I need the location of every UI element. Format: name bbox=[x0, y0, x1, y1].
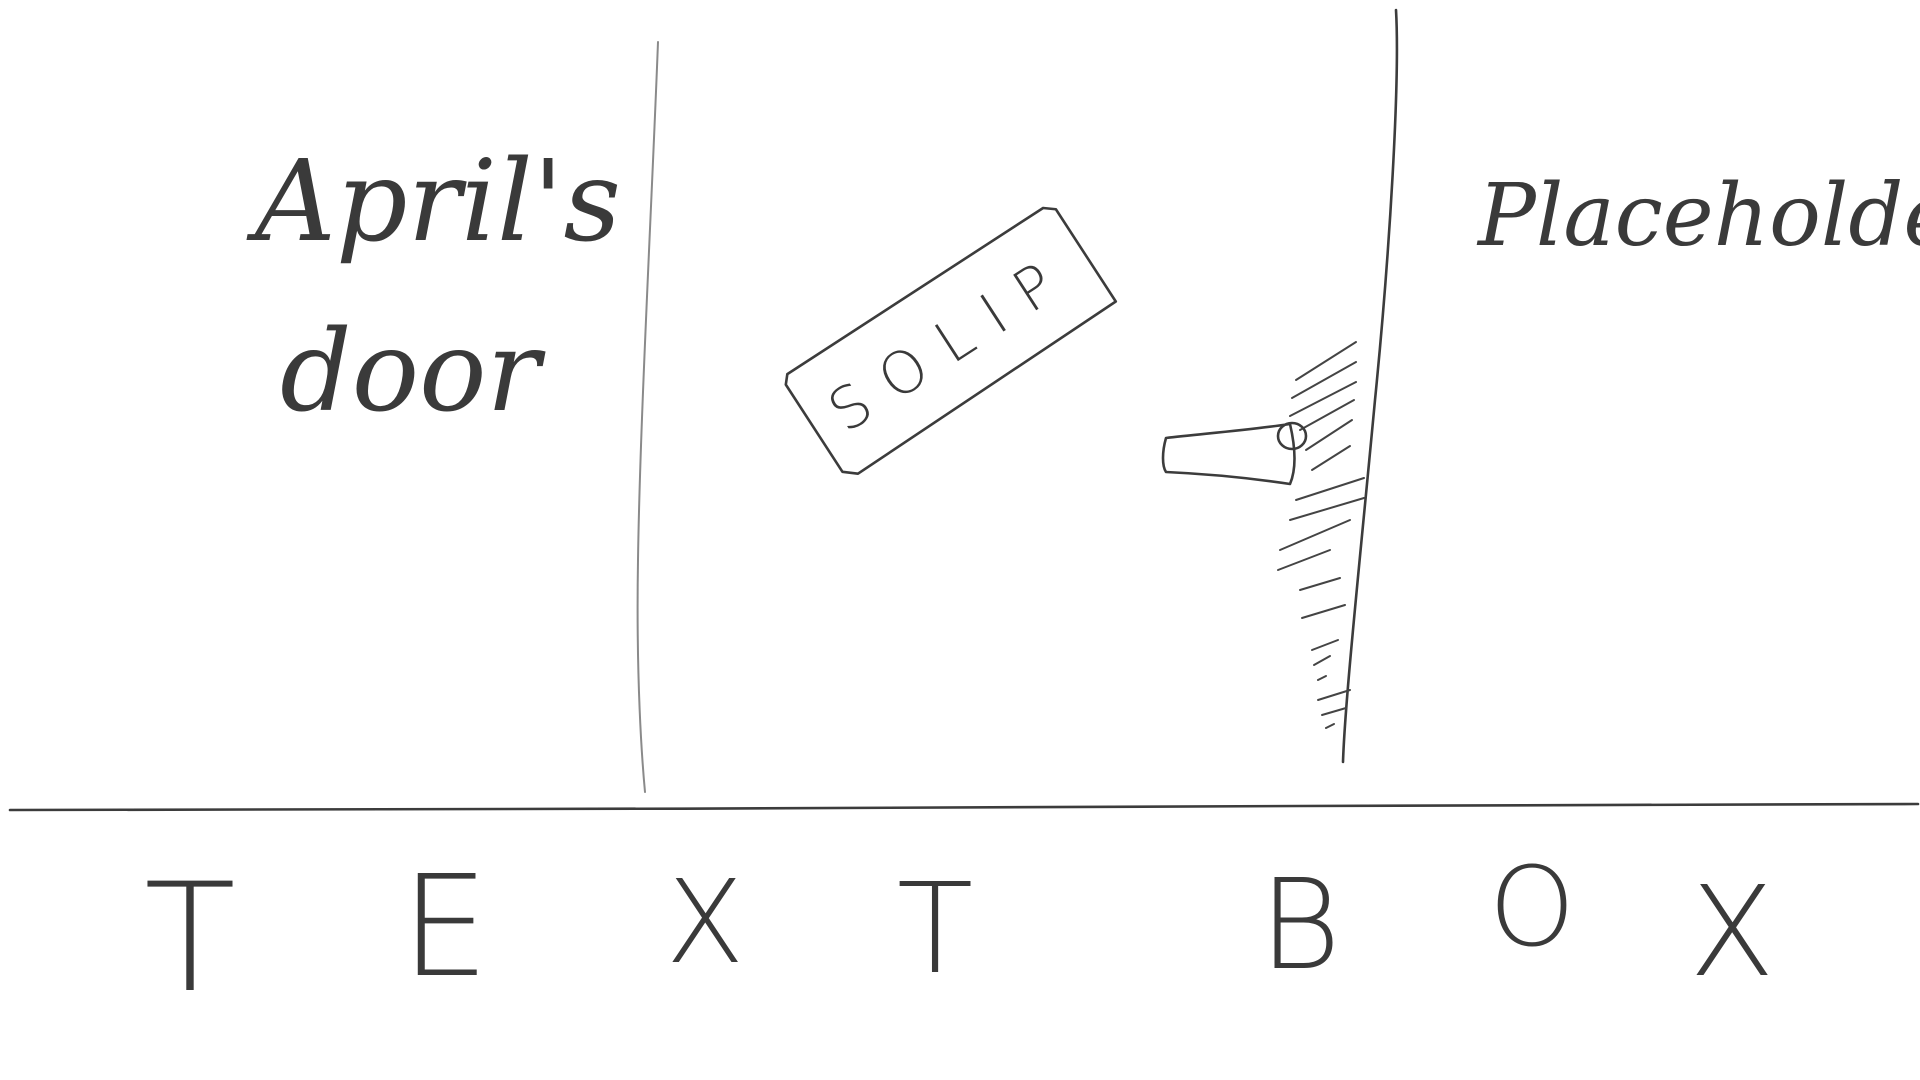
text-box-letter-t1: T bbox=[144, 852, 236, 1026]
text-box-letter-x1: X bbox=[666, 856, 745, 990]
left-door-frame-line bbox=[636, 41, 659, 793]
text-box-letter-x2: X bbox=[1689, 860, 1775, 1005]
hinge-shading bbox=[1277, 341, 1365, 729]
text-box-divider bbox=[8, 802, 1920, 812]
right-door-frame-line bbox=[1341, 8, 1399, 764]
text-box-letters: T E X T B O X bbox=[144, 843, 1775, 1026]
text-box-letter-e: E bbox=[401, 846, 489, 1009]
text-box-letter-b: B bbox=[1259, 853, 1341, 998]
door-sign: SOLIP bbox=[784, 206, 1118, 475]
text-box-letter-t2: T bbox=[897, 857, 973, 1002]
text-box-letter-o: O bbox=[1489, 843, 1576, 971]
aprils-door-title-line2: door bbox=[280, 307, 547, 437]
door-handle-icon bbox=[1161, 421, 1308, 486]
aprils-door-title-line1: April's bbox=[246, 137, 621, 267]
placeholder-label: Placeholder bbox=[1476, 166, 1920, 266]
